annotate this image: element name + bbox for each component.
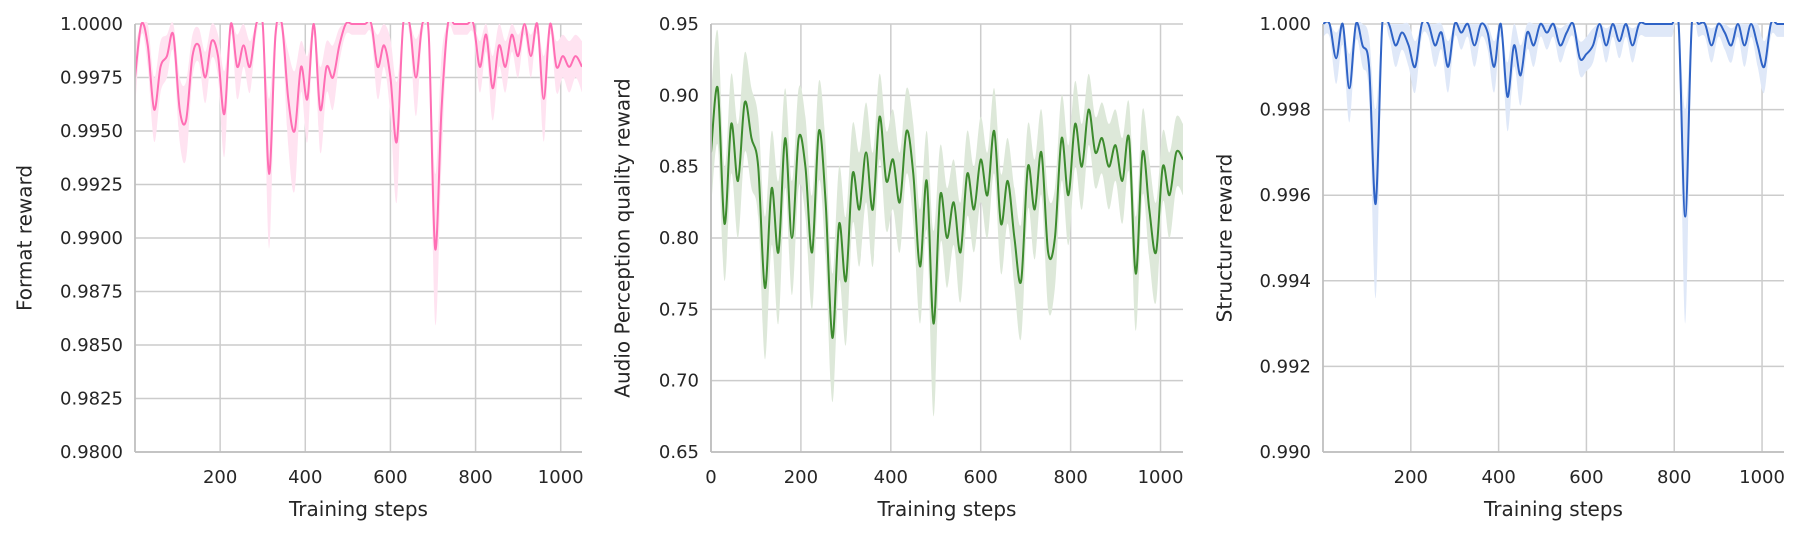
x-axis-title: Training steps xyxy=(877,497,1017,521)
y-axis-title: Audio Perception quality reward xyxy=(611,78,635,397)
y-axis-title: Structure reward xyxy=(1213,154,1237,323)
x-axis-title: Training steps xyxy=(288,497,428,521)
chart-panel-1: 0.9800 0.9825 0.9850 0.9875 0.9900 0.9925 0.99… xyxy=(13,14,584,521)
y-tick-label: 0.9850 xyxy=(60,335,123,356)
x-tick-label: 400 xyxy=(874,467,908,488)
series-line xyxy=(135,22,582,251)
y-tick-label: 1.0000 xyxy=(60,14,123,35)
y-tick-label: 0.80 xyxy=(659,228,699,249)
x-tick-label: 400 xyxy=(288,467,322,488)
y-tick-label: 0.9800 xyxy=(60,442,123,463)
x-tick-label: 800 xyxy=(458,467,492,488)
y-axis-title: Format reward xyxy=(13,165,37,311)
x-tick-label: 1000 xyxy=(1739,467,1785,488)
x-tick-label: 0 xyxy=(705,467,716,488)
y-tick-label: 0.75 xyxy=(659,299,699,320)
y-tick-label: 0.994 xyxy=(1259,271,1311,292)
y-tick-label: 0.9975 xyxy=(60,68,123,89)
y-tick-label: 0.996 xyxy=(1259,185,1311,206)
chart-panel-2: 0.65 0.70 0.75 0.80 0.85 0.90 0.95 0 200 400 600 80… xyxy=(611,14,1184,521)
x-tick-label: 600 xyxy=(373,467,407,488)
y-tick-label: 0.90 xyxy=(659,85,699,106)
x-tick-label: 200 xyxy=(203,467,237,488)
x-tick-label: 1000 xyxy=(1138,467,1184,488)
y-tick-label: 0.9950 xyxy=(60,121,123,142)
y-tick-label: 0.95 xyxy=(659,14,699,35)
y-tick-label: 0.9875 xyxy=(60,282,123,303)
y-tick-label: 0.65 xyxy=(659,442,699,463)
y-tick-label: 0.990 xyxy=(1259,442,1311,463)
x-tick-label: 400 xyxy=(1481,467,1515,488)
y-tick-label: 0.9900 xyxy=(60,228,123,249)
series-line xyxy=(711,85,1183,339)
chart-panel-3: 0.990 0.992 0.994 0.996 0.998 1.000 200 400 600 8… xyxy=(1213,14,1785,521)
y-tick-label: 0.9825 xyxy=(60,389,123,410)
confidence-band xyxy=(1323,22,1784,324)
x-tick-label: 600 xyxy=(964,467,998,488)
y-tick-label: 0.70 xyxy=(659,371,699,392)
y-tick-label: 0.85 xyxy=(659,157,699,178)
x-tick-label: 800 xyxy=(1053,467,1087,488)
x-tick-label: 200 xyxy=(784,467,818,488)
y-tick-label: 0.9925 xyxy=(60,175,123,196)
x-tick-label: 200 xyxy=(1394,467,1428,488)
confidence-band xyxy=(711,29,1183,417)
series-line xyxy=(1323,22,1784,218)
y-tick-label: 0.992 xyxy=(1259,356,1311,377)
y-tick-label: 0.998 xyxy=(1259,100,1311,121)
x-axis-title: Training steps xyxy=(1483,497,1623,521)
x-tick-label: 1000 xyxy=(538,467,584,488)
x-tick-label: 600 xyxy=(1569,467,1603,488)
y-tick-label: 1.000 xyxy=(1259,14,1311,35)
x-tick-label: 800 xyxy=(1657,467,1691,488)
